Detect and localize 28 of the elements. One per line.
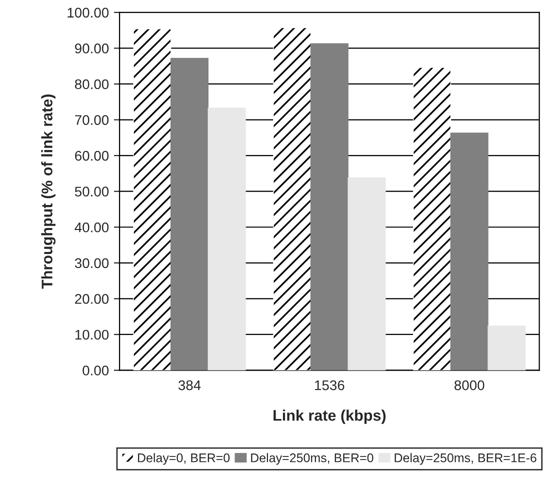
bar	[310, 43, 348, 370]
x-tick-label: 1536	[315, 380, 344, 390]
bar	[133, 28, 172, 370]
y-tick-label: 50.00	[74, 186, 109, 197]
bar	[450, 132, 488, 370]
y-tick-label: 90.00	[75, 44, 109, 54]
legend-label: Delay=250ms, BER=1E-6	[394, 453, 536, 465]
x-tick-label: 8000	[454, 380, 484, 390]
bar	[273, 27, 312, 370]
bar	[348, 177, 386, 370]
x-tick-label: 384	[178, 380, 201, 390]
bar	[413, 67, 452, 370]
bar	[488, 326, 526, 370]
y-tick-label: 100.00	[68, 8, 109, 18]
y-tick-label: 0.00	[82, 366, 109, 376]
y-tick-label: 40.00	[74, 222, 109, 232]
bar	[170, 58, 209, 370]
y-tick-label: 30.00	[74, 258, 109, 268]
y-tick-label: 10.00	[75, 330, 109, 340]
y-axis-title: Throughput (% of link rate)	[41, 94, 56, 289]
y-tick-label: 70.00	[75, 115, 109, 125]
y-tick-label: 60.00	[75, 150, 109, 161]
y-tick-label: 80.00	[74, 79, 109, 90]
bar	[208, 108, 246, 370]
y-tick-label: 20.00	[75, 294, 109, 304]
legend-label: Delay=0, BER=0	[138, 453, 230, 465]
legend-label: Delay=250ms, BER=0	[251, 453, 374, 465]
x-axis-title: Link rate (kbps)	[274, 410, 386, 424]
